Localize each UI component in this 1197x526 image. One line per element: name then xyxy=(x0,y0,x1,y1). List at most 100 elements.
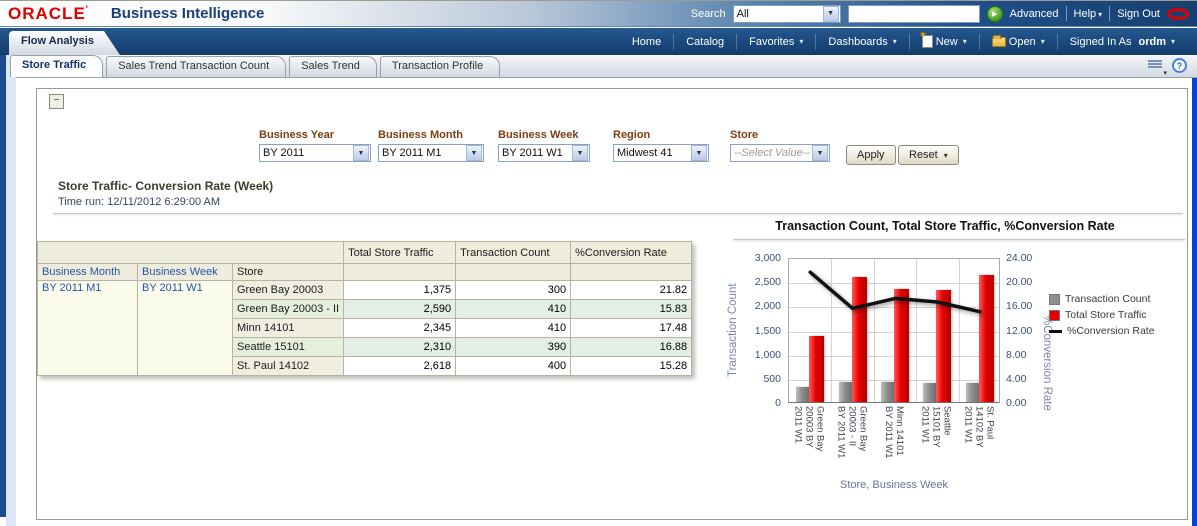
dropdown-arrow-icon[interactable]: ▼ xyxy=(812,145,828,161)
conversion-rate-line xyxy=(789,259,1001,404)
traffic-cell: 2,310 xyxy=(344,338,456,357)
search-input[interactable] xyxy=(848,5,980,23)
nav-catalog[interactable]: Catalog xyxy=(673,34,736,50)
username: ordm xyxy=(1138,36,1166,48)
dim-header: Store xyxy=(233,264,344,281)
chevron-down-icon: ▾ xyxy=(963,37,967,46)
left-axis-tick: 3,000 xyxy=(731,252,781,264)
new-document-icon xyxy=(922,35,933,48)
tab-store-traffic[interactable]: Store Traffic xyxy=(10,55,103,77)
nav-bar: Flow Analysis Home Catalog Favorites▾ Da… xyxy=(0,28,1197,55)
count-cell: 300 xyxy=(456,281,571,300)
left-axis-tick: 2,000 xyxy=(731,300,781,312)
section-title: Store Traffic- Conversion Rate (Week) xyxy=(58,179,273,193)
nav-dashboards[interactable]: Dashboards▾ xyxy=(815,34,908,50)
prompt-region: Region Midwest 41 ▼ xyxy=(613,129,709,162)
divider xyxy=(1066,6,1067,21)
legend-entry: Transaction Count xyxy=(1049,293,1169,305)
nav-favorites[interactable]: Favorites▾ xyxy=(736,34,815,50)
right-axis-tick: 8.00 xyxy=(1006,349,1026,361)
tab-sales-trend[interactable]: Sales Trend xyxy=(289,56,377,77)
top-header: ORACLE' Business Intelligence Search All… xyxy=(0,0,1197,27)
search-scope-select[interactable]: All ▼ xyxy=(733,5,841,23)
x-axis-label: Green Bay20003 BY2011 W1 xyxy=(793,406,826,451)
right-axis-tick: 12.00 xyxy=(1006,325,1032,337)
chart-legend: Transaction CountTotal Store Traffic%Con… xyxy=(1049,293,1169,337)
col-header: %Conversion Rate xyxy=(571,242,692,264)
right-axis-tick: 4.00 xyxy=(1006,373,1026,385)
x-axis-label: Minn 14101BY 2011 W1 xyxy=(883,406,905,458)
store-cell: Minn 14101 xyxy=(233,319,344,338)
rate-cell: 21.82 xyxy=(571,281,692,300)
business-year-select[interactable]: BY 2011 ▼ xyxy=(259,144,371,162)
prompt-label: Business Year xyxy=(259,129,371,141)
dropdown-arrow-icon[interactable]: ▼ xyxy=(353,145,369,161)
store-cell: St. Paul 14102 xyxy=(233,357,344,376)
traffic-cell: 1,375 xyxy=(344,281,456,300)
dropdown-arrow-icon[interactable]: ▼ xyxy=(572,145,588,161)
page-tab-bar: Store Traffic Sales Trend Transaction Co… xyxy=(16,55,1197,78)
left-axis-tick: 1,500 xyxy=(731,325,781,337)
left-axis-tick: 1,000 xyxy=(731,349,781,361)
chevron-down-icon: ▾ xyxy=(1171,37,1175,46)
advanced-link[interactable]: Advanced xyxy=(1010,8,1059,20)
sign-out-link[interactable]: Sign Out xyxy=(1117,8,1160,20)
product-title: Business Intelligence xyxy=(111,5,264,22)
help-menu[interactable]: Help▾ xyxy=(1074,8,1103,20)
rate-cell: 15.28 xyxy=(571,357,692,376)
chart-plot xyxy=(788,258,1000,403)
legend-swatch xyxy=(1049,294,1060,305)
nav-new[interactable]: New▾ xyxy=(909,34,979,50)
prompt-label: Business Month xyxy=(378,129,484,141)
region-select[interactable]: Midwest 41 ▼ xyxy=(613,144,709,162)
nav-home[interactable]: Home xyxy=(620,34,673,50)
time-run: Time run: 12/11/2012 6:29:00 AM xyxy=(58,196,220,208)
count-cell: 410 xyxy=(456,300,571,319)
traffic-cell: 2,590 xyxy=(344,300,456,319)
right-edge-strip xyxy=(1192,78,1197,526)
divider xyxy=(1109,6,1110,21)
dashboard-tab-flow-analysis[interactable]: Flow Analysis xyxy=(9,31,120,55)
store-select[interactable]: --Select Value-- ▼ xyxy=(730,144,830,162)
left-axis-tick: 2,500 xyxy=(731,276,781,288)
chevron-down-icon: ▾ xyxy=(944,151,948,160)
store-cell: Green Bay 20003 - II xyxy=(233,300,344,319)
combo-chart: Transaction Count, Total Store Traffic, … xyxy=(725,217,1189,519)
collapse-section-button[interactable]: − xyxy=(49,94,64,109)
search-go-icon[interactable]: ▶ xyxy=(987,6,1003,22)
right-axis-tick: 16.00 xyxy=(1006,300,1032,312)
count-cell: 390 xyxy=(456,338,571,357)
dropdown-arrow-icon[interactable]: ▼ xyxy=(691,145,707,161)
page-options-icon[interactable] xyxy=(1148,60,1164,72)
tab-transaction-profile[interactable]: Transaction Profile xyxy=(380,56,500,77)
prompt-store: Store --Select Value-- ▼ xyxy=(730,129,830,162)
x-axis-label: Seattle15101 BY2011 W1 xyxy=(920,406,953,448)
prompt-business-week: Business Week BY 2011 W1 ▼ xyxy=(498,129,590,162)
chevron-down-icon: ▾ xyxy=(799,37,803,46)
help-icon[interactable]: ? xyxy=(1172,58,1187,73)
search-label: Search xyxy=(691,8,726,20)
legend-label: Total Store Traffic xyxy=(1065,309,1147,321)
rate-cell: 15.83 xyxy=(571,300,692,319)
signed-in-menu[interactable]: Signed In Asordm▾ xyxy=(1057,34,1187,50)
dropdown-arrow-icon[interactable]: ▼ xyxy=(466,145,482,161)
nav-open[interactable]: Open▾ xyxy=(979,34,1057,50)
business-month-select[interactable]: BY 2011 M1 ▼ xyxy=(378,144,484,162)
open-folder-icon xyxy=(992,37,1006,47)
week-cell: BY 2011 W1 xyxy=(138,281,233,376)
chevron-down-icon: ▾ xyxy=(1041,37,1045,46)
right-axis-tick: 0.00 xyxy=(1006,397,1026,409)
dropdown-arrow-icon[interactable]: ▼ xyxy=(823,6,839,22)
oracle-logo: ORACLE' xyxy=(8,4,89,24)
legend-swatch xyxy=(1049,330,1062,333)
month-cell: BY 2011 M1 xyxy=(38,281,138,376)
traffic-cell: 2,618 xyxy=(344,357,456,376)
business-week-select[interactable]: BY 2011 W1 ▼ xyxy=(498,144,590,162)
chart-title-divider xyxy=(733,239,1185,240)
dim-header: Business Week xyxy=(138,264,233,281)
reset-button[interactable]: Reset▾ xyxy=(898,145,959,165)
apply-button[interactable]: Apply xyxy=(846,145,896,165)
tab-sales-trend-transaction-count[interactable]: Sales Trend Transaction Count xyxy=(106,56,286,77)
col-header: Transaction Count xyxy=(456,242,571,264)
tab-bar-tools: ? xyxy=(1148,58,1197,77)
